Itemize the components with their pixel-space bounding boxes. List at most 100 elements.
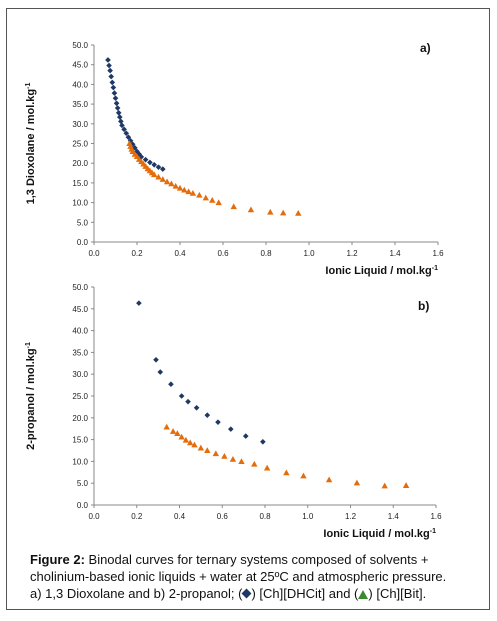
panel-b-triangle-point — [283, 469, 290, 476]
panel-a-diamond-point — [109, 79, 116, 86]
panel-b-x-tick-label: 0.4 — [174, 512, 186, 521]
panel-b-triangle-point — [221, 452, 228, 459]
panel-a-diamond-point — [112, 95, 119, 101]
panel-b-y-tick-label: 5.0 — [77, 479, 89, 488]
panel-b-triangle-point — [229, 456, 237, 462]
panel-b-triangle-point — [186, 439, 194, 446]
panel-b-y-tick-label: 50.0 — [72, 283, 88, 292]
panel-a-x-tick-label: 0.8 — [260, 249, 272, 258]
panel-b-triangle-point — [381, 482, 388, 489]
panel-b-y-tick-label: 20.0 — [72, 414, 88, 423]
panel-a-x-tick-label: 0.2 — [131, 249, 143, 258]
panel-a-diamond-point — [114, 105, 121, 111]
panel-a-diamond-point — [111, 90, 118, 96]
panel-b-y-tick-label: 45.0 — [72, 305, 88, 314]
panel-b-x-axis-label: Ionic Liquid / mol.kg-1 — [323, 528, 436, 540]
panel-b-triangle-point — [300, 472, 307, 479]
panel-a-y-tick-label: 20.0 — [72, 159, 88, 168]
caption-line3-a: a) 1,3 Dioxolane and b) 2-propanol; ( — [30, 586, 243, 601]
panel-a-diamond-point — [115, 109, 122, 116]
panel-a-triangle-point — [196, 191, 203, 198]
panel-a-diamond-point — [151, 161, 157, 168]
panel-a-label: a) — [420, 41, 431, 55]
panel-a-y-tick-label: 5.0 — [77, 218, 89, 227]
panel-b-x-tick-label: 0.8 — [259, 512, 271, 521]
panel-a-diamond-point — [117, 114, 123, 120]
panel-b-triangle-point — [163, 423, 170, 430]
panel-a-x-tick-label: 1.0 — [303, 249, 315, 258]
panel-a-x-tick-label: 1.4 — [389, 249, 401, 258]
panel-a-x-tick-label: 1.2 — [346, 249, 358, 258]
panel-a-diamond-point — [132, 145, 138, 151]
panel-a-diamond-point — [107, 67, 113, 74]
panel-b-triangle-point — [353, 479, 361, 486]
panel-a-diamond-point — [142, 156, 149, 163]
panel-a-triangle-point — [159, 176, 166, 182]
panel-b-triangle-point — [191, 441, 198, 448]
panel-a-triangle-point — [247, 206, 255, 213]
panel-a-x-tick-label: 1.6 — [432, 249, 444, 258]
caption-line3-c: ) [Ch][Bit]. — [368, 586, 427, 601]
panel-a-triangle-point — [185, 188, 192, 195]
panel-a-x-tick-label: 0.4 — [174, 249, 186, 258]
panel-b-y-tick-label: 30.0 — [72, 370, 88, 379]
panel-b-diamond-point — [136, 300, 142, 306]
panel-a-diamond-point — [125, 134, 132, 140]
panel-a-triangle-point — [215, 199, 222, 206]
panel-a-triangle-point — [168, 180, 175, 187]
panel-b-diamond-point — [260, 438, 266, 445]
panel-a-y-tick-label: 45.0 — [72, 61, 88, 70]
figure-frame — [6, 8, 490, 610]
panel-a-y-axis-label: 1,3 Dioxolane / mol.kg-1 — [25, 83, 37, 205]
panel-a-y-tick-label: 30.0 — [72, 120, 88, 129]
panel-a-diamond-point — [155, 164, 162, 170]
panel-b-x-tick-label: 0.2 — [131, 512, 143, 521]
panel-b-y-tick-label: 15.0 — [72, 436, 88, 445]
panel-a-diamond-point — [113, 100, 120, 107]
panel-b-diamond-point — [153, 357, 159, 363]
panel-b-x-tick-label: 1.2 — [345, 512, 357, 521]
panel-b-triangle-point — [178, 433, 185, 440]
panel-a-diamond-point — [160, 166, 166, 172]
panel-b-diamond-point — [228, 426, 234, 432]
panel-b-triangle-point — [197, 444, 205, 451]
panel-a-triangle-point — [209, 197, 216, 203]
caption-line3-b: ) [Ch][DHCit] and ( — [251, 586, 359, 601]
panel-b-triangle-point — [169, 428, 177, 434]
panel-b-x-tick-label: 0.0 — [88, 512, 100, 521]
panel-a-y-tick-label: 15.0 — [72, 179, 88, 188]
panel-b-diamond-point — [215, 419, 221, 425]
panel-b-x-tick-label: 1.6 — [430, 512, 442, 521]
panel-b-diamond-point — [242, 433, 249, 439]
panel-a-triangle-point — [163, 178, 171, 185]
panel-a-diamond-point — [110, 84, 117, 91]
panel-a-triangle-point — [181, 186, 188, 193]
caption-line2: cholinium-based ionic liquids + water at… — [30, 569, 447, 584]
panel-b-diamond-point — [157, 369, 164, 375]
triangle-icon — [358, 590, 369, 599]
panel-b-triangle-point — [182, 436, 190, 443]
panel-a-triangle-point — [172, 182, 179, 189]
panel-a-diamond-point — [119, 122, 125, 129]
panel-b-triangle-point — [204, 447, 211, 454]
panel-a-triangle-point — [295, 210, 302, 216]
panel-b-triangle-point — [174, 430, 181, 437]
panel-a-y-tick-label: 40.0 — [72, 80, 88, 89]
panel-b-y-axis-label: 2-propanol / mol.kg-1 — [25, 342, 37, 450]
panel-b-triangle-point — [212, 450, 220, 457]
figure-caption: Figure 2: Binodal curves for ternary sys… — [30, 551, 485, 602]
panel-a-triangle-point — [267, 208, 274, 215]
panel-a-triangle-point — [230, 203, 237, 210]
panel-b-x-tick-label: 0.6 — [217, 512, 229, 521]
panel-a-triangle-point — [151, 171, 158, 178]
panel-a-y-tick-label: 35.0 — [72, 100, 88, 109]
panel-a-triangle-point — [189, 189, 197, 196]
panel-a-diamond-point — [118, 118, 124, 125]
panel-b-y-tick-label: 35.0 — [72, 348, 88, 357]
panel-b-diamond-point — [168, 381, 174, 388]
panel-a-y-tick-label: 25.0 — [72, 140, 88, 149]
caption-line1: Binodal curves for ternary systems compo… — [84, 552, 429, 567]
panel-a-y-tick-label: 0.0 — [77, 238, 89, 247]
panel-b-y-tick-label: 10.0 — [72, 457, 88, 466]
